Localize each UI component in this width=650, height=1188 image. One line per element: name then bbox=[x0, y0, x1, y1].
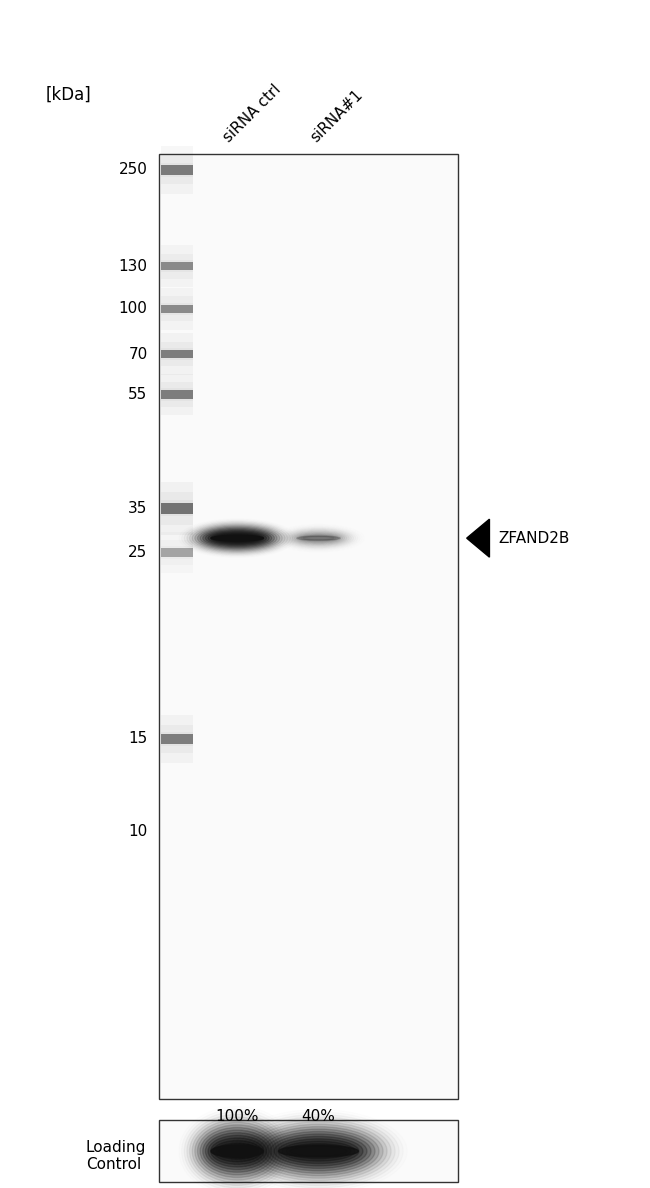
Ellipse shape bbox=[216, 1143, 259, 1159]
Ellipse shape bbox=[203, 1130, 272, 1173]
Ellipse shape bbox=[254, 1124, 383, 1178]
Text: 40%: 40% bbox=[302, 1110, 335, 1124]
Bar bbox=[161, 504, 193, 513]
Text: siRNA#1: siRNA#1 bbox=[308, 87, 366, 145]
Ellipse shape bbox=[211, 1138, 264, 1164]
Ellipse shape bbox=[270, 1135, 367, 1168]
Bar bbox=[161, 165, 193, 175]
Bar bbox=[161, 546, 193, 558]
Bar bbox=[161, 287, 193, 329]
Text: 250: 250 bbox=[119, 163, 148, 177]
Ellipse shape bbox=[266, 1131, 371, 1171]
Text: 35: 35 bbox=[128, 501, 148, 516]
Polygon shape bbox=[467, 519, 489, 557]
Bar bbox=[161, 500, 193, 517]
Bar bbox=[161, 482, 193, 535]
Bar bbox=[161, 390, 193, 398]
Ellipse shape bbox=[190, 524, 285, 552]
Bar bbox=[159, 1120, 458, 1182]
Ellipse shape bbox=[294, 533, 343, 543]
Ellipse shape bbox=[205, 1132, 269, 1170]
Text: 55: 55 bbox=[128, 387, 148, 402]
Ellipse shape bbox=[195, 1123, 280, 1180]
Text: 130: 130 bbox=[118, 259, 148, 273]
Bar bbox=[161, 253, 193, 278]
Ellipse shape bbox=[303, 537, 334, 539]
Bar bbox=[161, 348, 193, 360]
Ellipse shape bbox=[258, 1126, 379, 1176]
Ellipse shape bbox=[195, 525, 280, 551]
Ellipse shape bbox=[278, 1139, 359, 1163]
Ellipse shape bbox=[203, 529, 272, 548]
Ellipse shape bbox=[297, 536, 340, 541]
Bar bbox=[161, 548, 193, 556]
Bar bbox=[161, 388, 193, 400]
Bar bbox=[161, 260, 193, 272]
Ellipse shape bbox=[200, 1127, 274, 1175]
Bar bbox=[161, 146, 193, 194]
Text: ZFAND2B: ZFAND2B bbox=[498, 531, 569, 545]
Text: 100: 100 bbox=[119, 302, 148, 316]
Text: 15: 15 bbox=[128, 732, 148, 746]
Ellipse shape bbox=[211, 536, 263, 541]
Bar bbox=[161, 492, 193, 525]
Bar bbox=[161, 156, 193, 184]
Bar bbox=[161, 349, 193, 359]
Bar bbox=[161, 342, 193, 367]
Ellipse shape bbox=[299, 535, 338, 542]
Ellipse shape bbox=[286, 1144, 351, 1158]
Ellipse shape bbox=[262, 1129, 375, 1174]
Text: Loading
Control: Loading Control bbox=[86, 1139, 146, 1173]
Ellipse shape bbox=[205, 530, 269, 546]
Ellipse shape bbox=[208, 1136, 266, 1167]
Bar bbox=[161, 296, 193, 321]
Bar bbox=[161, 245, 193, 286]
Bar bbox=[161, 531, 193, 573]
Bar bbox=[161, 373, 193, 415]
Text: siRNA ctrl: siRNA ctrl bbox=[220, 82, 283, 145]
Bar bbox=[161, 261, 193, 270]
Text: [kDa]: [kDa] bbox=[46, 86, 91, 105]
Ellipse shape bbox=[250, 1121, 387, 1181]
Bar bbox=[161, 333, 193, 375]
Ellipse shape bbox=[208, 531, 266, 545]
Text: 25: 25 bbox=[128, 545, 148, 560]
Ellipse shape bbox=[279, 1145, 358, 1157]
Ellipse shape bbox=[200, 527, 274, 549]
Text: 100%: 100% bbox=[216, 1110, 259, 1124]
Bar bbox=[161, 539, 193, 564]
Ellipse shape bbox=[198, 1125, 277, 1177]
Ellipse shape bbox=[213, 1140, 261, 1162]
Bar bbox=[161, 725, 193, 753]
Ellipse shape bbox=[211, 1145, 263, 1157]
Bar bbox=[161, 715, 193, 763]
Bar bbox=[161, 304, 193, 312]
Ellipse shape bbox=[198, 526, 277, 550]
Bar bbox=[161, 303, 193, 315]
Ellipse shape bbox=[211, 532, 264, 544]
Ellipse shape bbox=[213, 533, 261, 543]
Ellipse shape bbox=[218, 536, 256, 541]
Ellipse shape bbox=[296, 533, 341, 543]
Text: 70: 70 bbox=[128, 347, 148, 361]
Ellipse shape bbox=[246, 1119, 391, 1183]
Bar bbox=[161, 163, 193, 177]
Ellipse shape bbox=[218, 1145, 256, 1157]
Ellipse shape bbox=[190, 1117, 285, 1186]
Bar bbox=[161, 732, 193, 746]
Ellipse shape bbox=[290, 1146, 347, 1156]
Ellipse shape bbox=[282, 1142, 355, 1161]
Text: 10: 10 bbox=[128, 824, 148, 839]
Bar bbox=[161, 381, 193, 406]
Ellipse shape bbox=[301, 536, 336, 541]
Ellipse shape bbox=[192, 524, 282, 552]
Bar bbox=[161, 734, 193, 744]
Bar bbox=[159, 154, 458, 1099]
Ellipse shape bbox=[274, 1137, 363, 1165]
Ellipse shape bbox=[192, 1119, 282, 1183]
Ellipse shape bbox=[216, 535, 259, 542]
